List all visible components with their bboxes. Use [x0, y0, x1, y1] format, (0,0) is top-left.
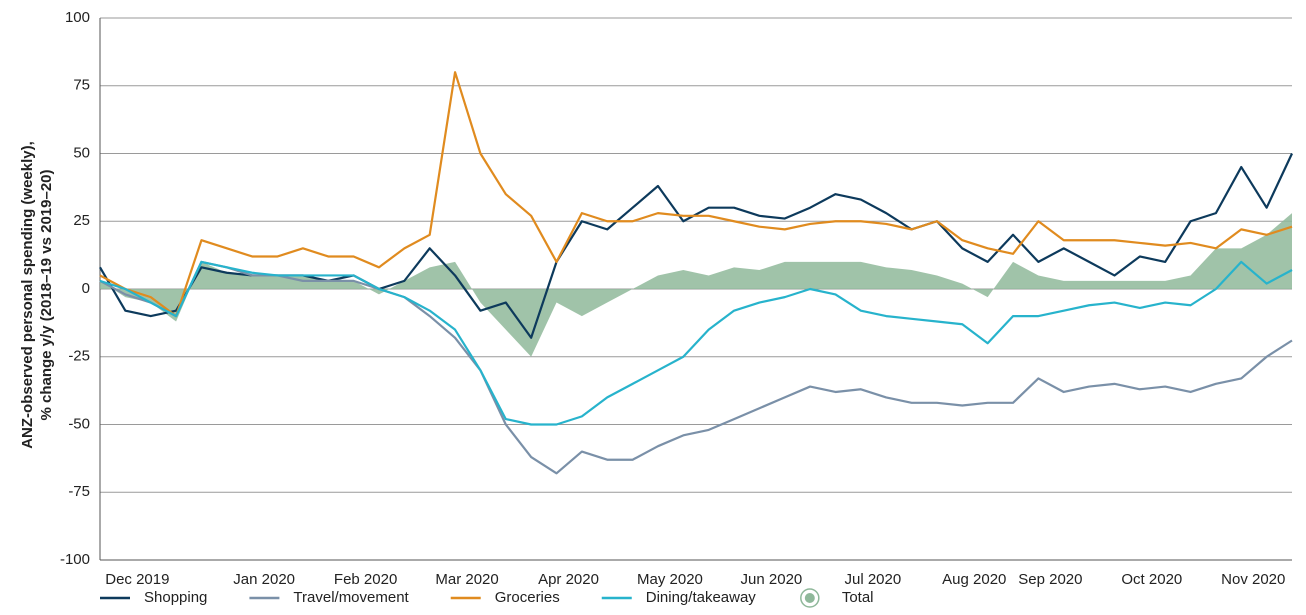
- y-tick-label: -75: [68, 483, 90, 500]
- legend-symbol: [804, 593, 815, 603]
- x-tick-label: Aug 2020: [942, 571, 1006, 588]
- x-tick-label: Jul 2020: [844, 571, 901, 588]
- y-label-line: ANZ-observed personal spending (weekly),: [19, 141, 36, 449]
- y-axis-title: ANZ-observed personal spending (weekly),…: [19, 141, 55, 449]
- area: [100, 213, 1292, 357]
- x-tick-label: Jan 2020: [233, 571, 295, 588]
- x-tick-label: Sep 2020: [1018, 571, 1082, 588]
- line: [99, 153, 1293, 339]
- legend-label: Shopping: [144, 589, 207, 606]
- x-tick-label: Mar 2020: [435, 571, 498, 588]
- legend-label: Travel/movement: [293, 589, 409, 606]
- y-tick-label: -50: [68, 415, 90, 432]
- y-tick-label: -25: [68, 348, 90, 365]
- x-tick-label: Oct 2020: [1121, 571, 1182, 588]
- legend-symbol: [800, 588, 820, 608]
- x-tick-label: Nov 2020: [1221, 571, 1285, 588]
- x-tick-label: Dec 2019: [105, 571, 169, 588]
- line: [99, 260, 1293, 426]
- y-label-line: % change y/y (2018–19 vs 2019–20): [38, 169, 55, 420]
- x-tick-label: Apr 2020: [538, 571, 599, 588]
- x-tick-label: Feb 2020: [334, 571, 397, 588]
- x-tick-label: May 2020: [637, 571, 703, 588]
- y-tick-label: 25: [73, 212, 90, 229]
- y-tick-label: 50: [73, 144, 90, 161]
- line: [99, 71, 1293, 318]
- line: [99, 260, 1293, 475]
- x-tick-label: Jun 2020: [741, 571, 803, 588]
- y-tick-label: 100: [65, 9, 90, 26]
- legend-label: Dining/takeaway: [646, 589, 757, 606]
- legend-label: Total: [842, 589, 874, 606]
- y-tick-label: 75: [73, 77, 90, 94]
- legend-label: Groceries: [495, 589, 560, 606]
- y-tick-label: -100: [60, 551, 90, 568]
- y-tick-label: 0: [82, 280, 90, 297]
